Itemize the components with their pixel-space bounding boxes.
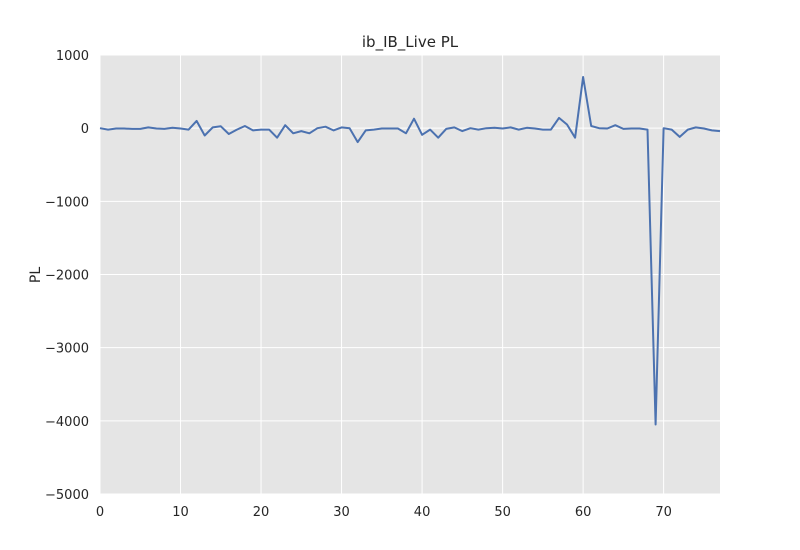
- y-tick-label: −2000: [45, 269, 89, 284]
- x-tick-label: 60: [575, 505, 592, 520]
- x-tick-labels: 0 10 20 30 40 50 60 70: [96, 505, 672, 520]
- pl-series-line: [99, 76, 721, 426]
- x-tick-label: 20: [253, 505, 270, 520]
- x-tick-label: 50: [494, 505, 511, 520]
- y-tick-label: −3000: [45, 342, 89, 357]
- y-tick-label: −1000: [45, 195, 89, 210]
- x-tick-label: 40: [414, 505, 431, 520]
- y-axis-label: PL: [28, 267, 44, 283]
- y-tick-labels: 1000 0 −1000 −2000 −3000 −4000 −5000: [45, 49, 89, 503]
- chart-title: ib_IB_Live PL: [362, 33, 459, 52]
- x-tick-label: 30: [333, 505, 350, 520]
- y-tick-label: −5000: [45, 488, 89, 503]
- x-tick-label: 70: [655, 505, 672, 520]
- y-tick-label: 1000: [56, 49, 89, 64]
- y-tick-label: −4000: [45, 415, 89, 430]
- y-tick-label: 0: [81, 122, 89, 137]
- x-tick-label: 10: [172, 505, 189, 520]
- x-tick-label: 0: [96, 505, 104, 520]
